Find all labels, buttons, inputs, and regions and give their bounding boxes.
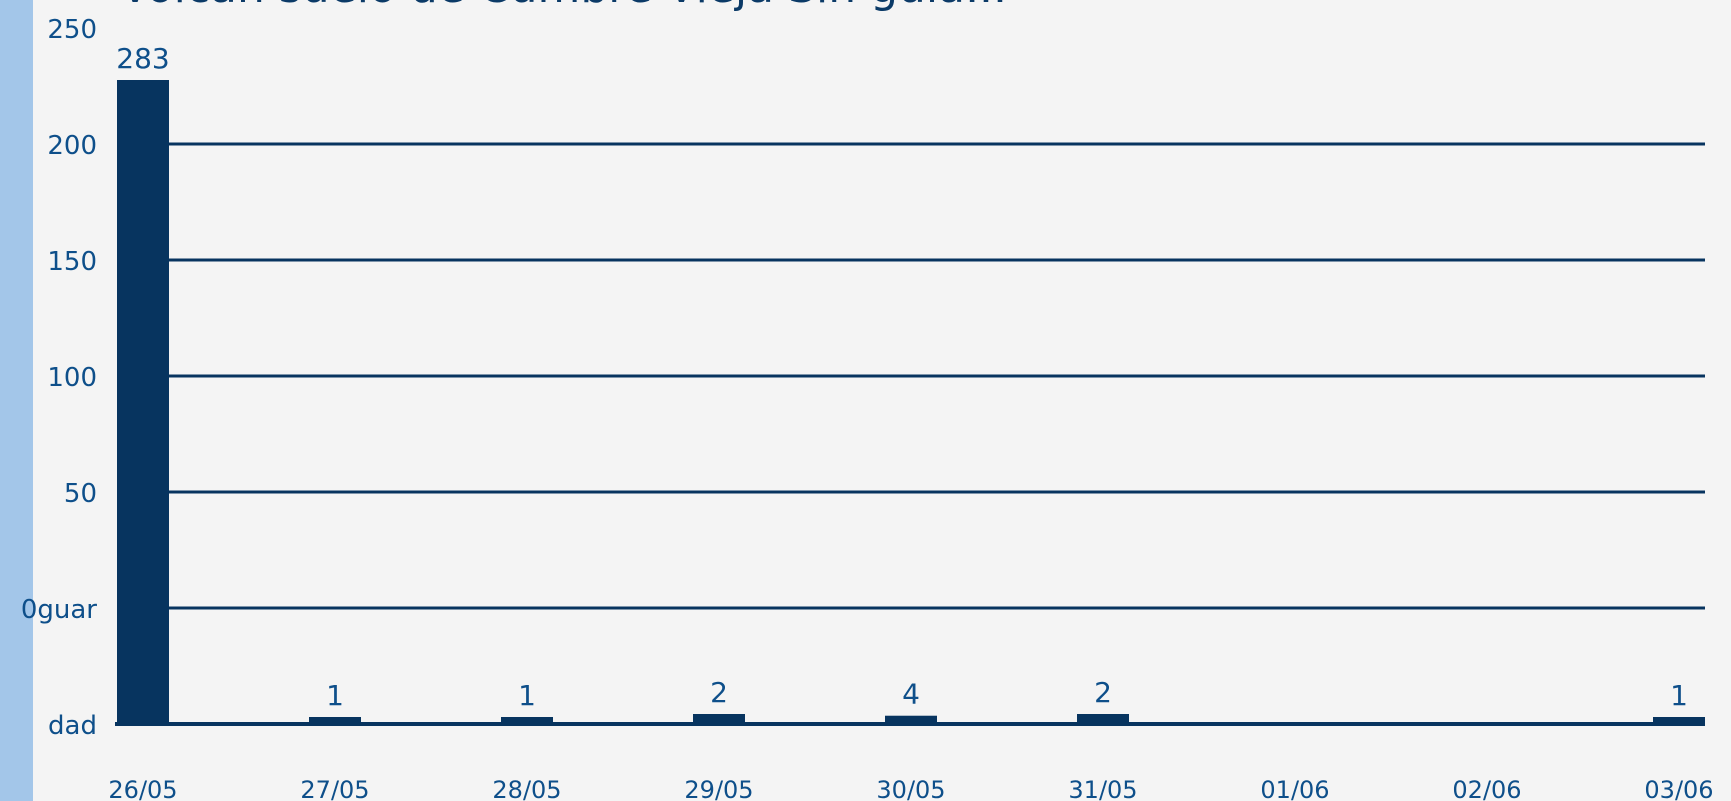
bar [117, 80, 169, 725]
x-tick-label: 29/05 [684, 776, 753, 801]
chart-title: Volcán suelo de Cumbre Vieja Sin guía... [120, 0, 1007, 13]
y-tick-label: dad [48, 711, 97, 741]
y-tick-label: 50 [64, 479, 97, 509]
data-label: 2 [1094, 676, 1112, 709]
x-tick-label: 28/05 [492, 776, 561, 801]
y-tick-label: 100 [47, 363, 97, 393]
bar [1653, 717, 1705, 725]
x-tick-label: 01/06 [1260, 776, 1329, 801]
y-tick-label: 250 [47, 15, 97, 45]
data-label: 283 [116, 42, 169, 75]
bar [885, 715, 937, 725]
bar [309, 717, 361, 725]
x-tick-label: 03/06 [1644, 776, 1713, 801]
data-label: 1 [518, 679, 536, 712]
bar [501, 717, 553, 725]
bar [693, 714, 745, 725]
x-tick-label: 30/05 [876, 776, 945, 801]
x-tick-label: 02/06 [1452, 776, 1521, 801]
y-tick-label: 150 [47, 247, 97, 277]
side-strip [0, 0, 33, 801]
x-tick-label: 27/05 [300, 776, 369, 801]
data-label: 1 [326, 679, 344, 712]
data-label: 1 [1670, 679, 1688, 712]
data-label: 4 [902, 678, 920, 711]
y-tick-label: 0guar [21, 595, 97, 625]
x-tick-label: 31/05 [1068, 776, 1137, 801]
x-tick-label: 26/05 [108, 776, 177, 801]
bar [1077, 714, 1129, 725]
y-tick-label: 200 [47, 131, 97, 161]
data-label: 2 [710, 676, 728, 709]
